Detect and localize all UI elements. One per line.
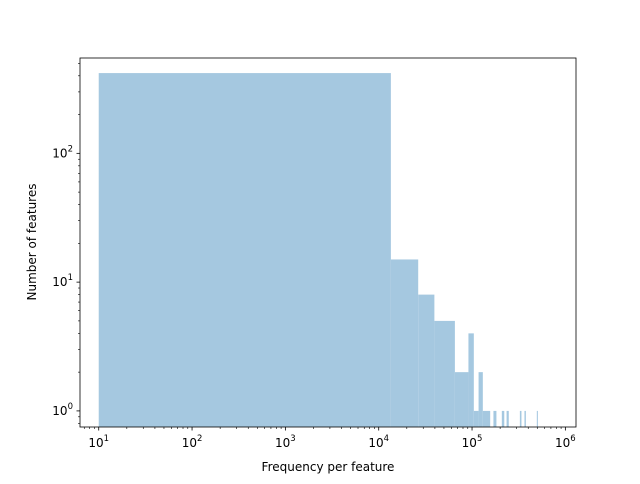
histogram-bar [418,294,435,427]
histogram-bar [519,410,522,427]
x-axis-label: Frequency per feature [262,460,395,474]
histogram-bar [524,410,526,427]
histogram-bar [468,333,474,427]
x-tick-label: 104 [368,434,389,450]
histogram-bar [478,372,483,427]
x-tick-label: 105 [462,434,483,450]
x-tick-label: 106 [555,434,576,450]
histogram-bar [390,259,419,427]
histogram-bar [434,320,455,427]
x-tick-label: 103 [275,434,296,450]
axes-layer: 101 102 103 104 105 106 100 101 102 [52,57,577,450]
y-axis-label: Number of features [25,184,39,301]
y-tick-label: 101 [52,273,73,289]
histogram-bar [482,410,491,427]
histogram-bar [493,410,497,427]
histogram-bar [473,410,479,427]
y-tick-label: 102 [52,144,73,160]
y-tick-label: 100 [52,402,73,418]
histogram-bar [98,73,391,428]
x-tick-label: 101 [88,434,109,450]
histogram-bar [501,410,505,427]
bars-layer [98,73,538,428]
plot-frame [79,57,577,428]
histogram-bar [506,410,509,427]
histogram-bar [536,410,538,427]
histogram-bar [454,372,469,427]
x-tick-label: 102 [182,434,203,450]
